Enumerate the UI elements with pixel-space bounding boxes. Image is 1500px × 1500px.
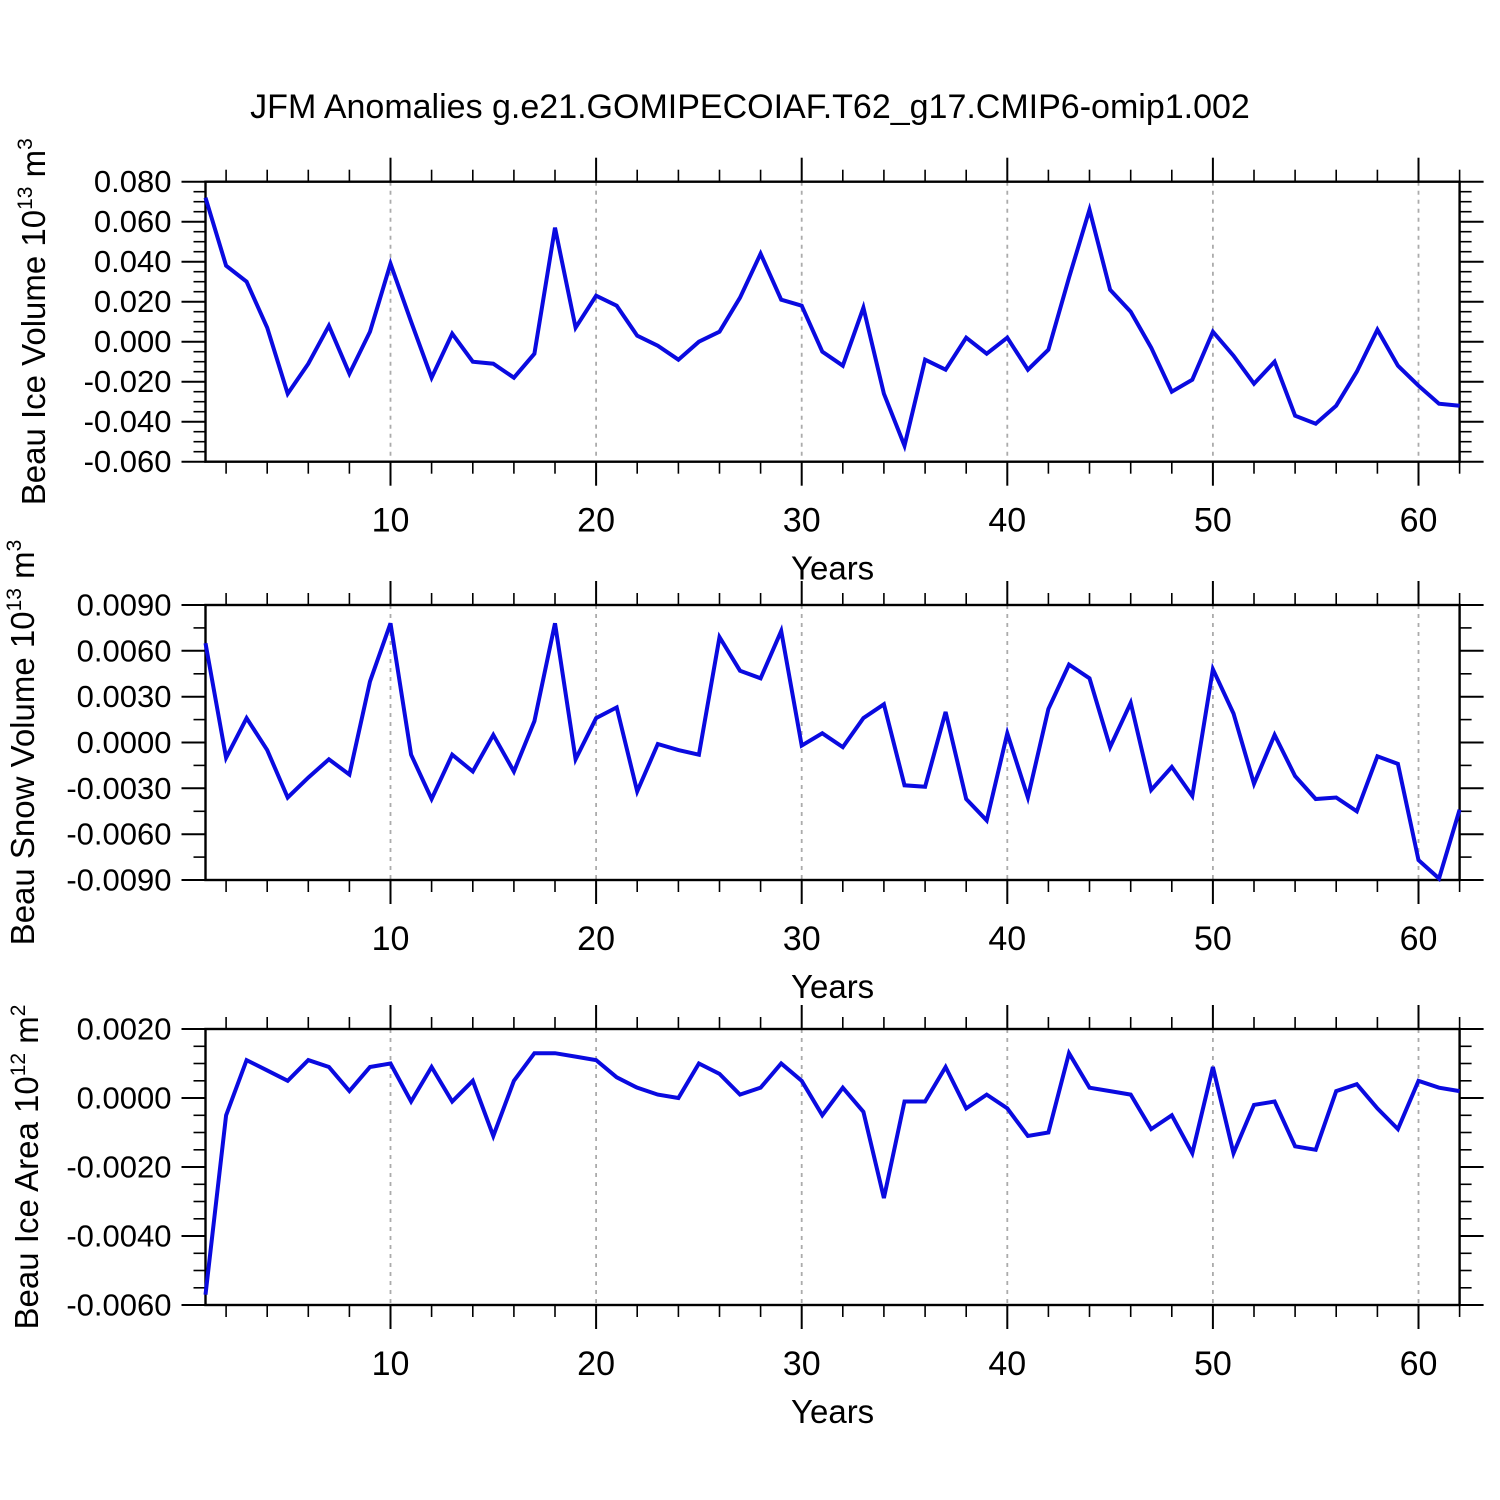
x-tick-label: 10 bbox=[372, 502, 410, 540]
x-tick-label: 60 bbox=[1400, 920, 1438, 958]
x-tick-label: 20 bbox=[577, 502, 615, 540]
x-axis-title: Years bbox=[791, 550, 874, 587]
y-tick-label: -0.0040 bbox=[66, 1219, 171, 1254]
y-tick-label: -0.0060 bbox=[66, 817, 171, 852]
y-tick-label: -0.0090 bbox=[66, 863, 171, 898]
x-tick-label: 50 bbox=[1194, 1345, 1232, 1383]
y-tick-label: -0.0060 bbox=[66, 1288, 171, 1323]
panel-beau-ice-area: 10 20 30 40 50 60 0.0020 0.0000 -0.0020 -0.0040 -0… bbox=[7, 1005, 1484, 1430]
y-tick-label: -0.040 bbox=[84, 404, 172, 439]
plot-frame bbox=[204, 180, 1461, 463]
panel-beau-snow-volume: 10 20 30 40 50 60 0.0090 0.0060 0.0030 0.0000 -0.0… bbox=[3, 540, 1484, 1005]
x-tick-label: 20 bbox=[577, 1345, 615, 1383]
x-tick-label: 20 bbox=[577, 920, 615, 958]
x-tick-label: 40 bbox=[988, 920, 1026, 958]
panel-beau-ice-volume: 10 20 30 40 50 60 0.080 0.060 0.040 0.020 0.000 -0.… bbox=[14, 138, 1484, 587]
x-tick-label: 30 bbox=[783, 920, 821, 958]
y-tick-label: 0.000 bbox=[94, 324, 172, 359]
x-tick-label: 30 bbox=[783, 502, 821, 540]
y-tick-label: 0.0090 bbox=[77, 588, 172, 623]
x-tick-label: 10 bbox=[372, 920, 410, 958]
y-tick-label: 0.0030 bbox=[77, 679, 172, 714]
x-tick-label: 60 bbox=[1400, 502, 1438, 540]
y-tick-label: -0.0030 bbox=[66, 771, 171, 806]
y-tick-label: 0.0020 bbox=[77, 1012, 172, 1047]
x-tick-label: 30 bbox=[783, 1345, 821, 1383]
x-tick-label: 10 bbox=[372, 1345, 410, 1383]
beau-ice-area-line bbox=[203, 1048, 1460, 1295]
y-tick-label: 0.020 bbox=[94, 284, 172, 319]
y-tick-label: 0.080 bbox=[94, 164, 172, 199]
y-axis-title: Beau Ice Volume 1013 m3 bbox=[14, 138, 52, 505]
x-tick-label: 50 bbox=[1194, 920, 1232, 958]
y-tick-label: 0.060 bbox=[94, 204, 172, 239]
y-tick-label: 0.0060 bbox=[77, 633, 172, 668]
chart-title: JFM Anomalies g.e21.GOMIPECOIAF.T62_g17.… bbox=[250, 88, 1250, 126]
y-tick-label: -0.060 bbox=[84, 444, 172, 479]
x-tick-label: 40 bbox=[988, 1345, 1026, 1383]
beau-ice-volume-line bbox=[203, 197, 1460, 453]
y-axis-title: Beau Snow Volume 1013 m3 bbox=[3, 540, 41, 946]
y-tick-label: 0.0000 bbox=[77, 1081, 172, 1116]
y-tick-label: -0.0020 bbox=[66, 1150, 171, 1185]
x-tick-label: 40 bbox=[988, 502, 1026, 540]
y-axis-title: Beau Ice Area 1012 m2 bbox=[7, 1005, 45, 1330]
x-axis-title: Years bbox=[791, 968, 874, 1005]
x-axis-title: Years bbox=[791, 1393, 874, 1430]
y-tick-label: -0.020 bbox=[84, 364, 172, 399]
x-tick-label: 60 bbox=[1400, 1345, 1438, 1383]
x-tick-label: 50 bbox=[1194, 502, 1232, 540]
beau-snow-volume-line bbox=[203, 622, 1462, 883]
y-tick-label: 0.0000 bbox=[77, 725, 172, 760]
y-tick-label: 0.040 bbox=[94, 244, 172, 279]
